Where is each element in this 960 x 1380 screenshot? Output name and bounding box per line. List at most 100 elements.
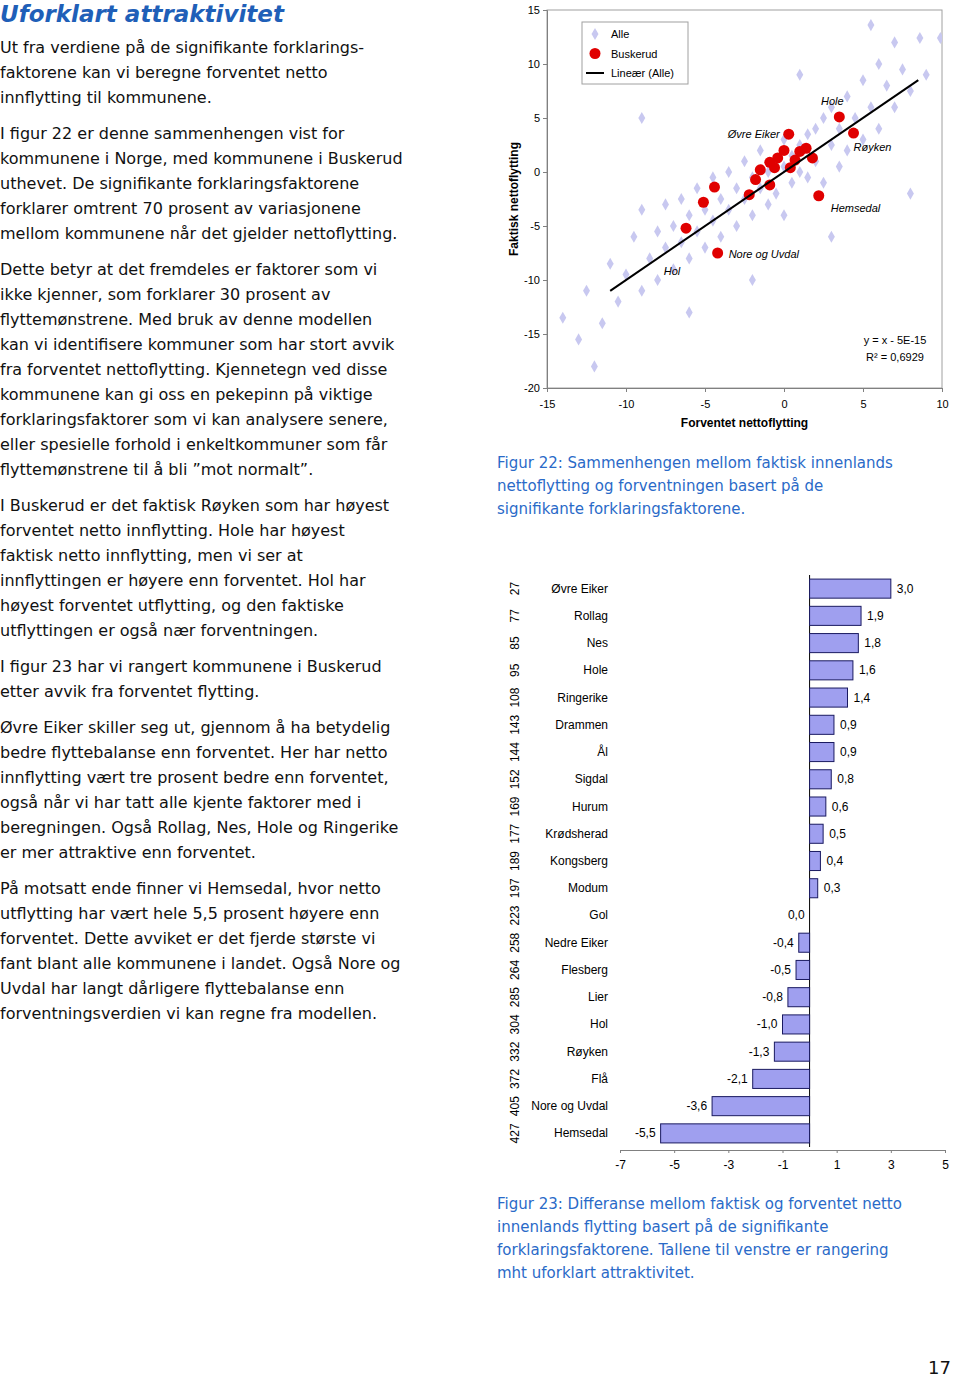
data-label: 0,0 (788, 908, 805, 922)
point (804, 128, 811, 140)
tick-mark (674, 1150, 675, 1153)
plot-marks (661, 575, 891, 1147)
tick: 5 (534, 112, 547, 124)
text-line: forventet netto innflytting. Hole har hø… (0, 518, 470, 543)
text-line: Øvre Eiker skiller seg ut, gjennom å ha … (0, 715, 470, 740)
tick-mark (837, 1150, 838, 1153)
category-label: Gol (589, 908, 608, 922)
tick: -5 (701, 388, 711, 410)
category-label: Ål (597, 744, 608, 759)
rank-label: 108 (508, 687, 522, 707)
text-line: beregningen. Også Rollag, Nes, Hole og R… (0, 815, 470, 840)
point (781, 209, 788, 221)
bar (810, 688, 848, 707)
point-label: Nore og Uvdal (729, 248, 800, 260)
category-label: Drammen (555, 718, 608, 732)
point (867, 19, 874, 31)
point (820, 177, 827, 189)
tick: 10 (936, 388, 948, 410)
point (813, 190, 824, 201)
tick-mark (543, 118, 547, 119)
data-label: -1,3 (749, 1045, 770, 1059)
rank-label: 85 (508, 636, 522, 650)
text-line: forventet. Dette avviket er det fjerde s… (0, 926, 470, 951)
point (796, 69, 803, 81)
text-line: flyttemønstrene til å bli ”mot normalt”. (0, 457, 470, 482)
point (750, 174, 761, 185)
tick-mark (626, 388, 627, 392)
tick: -15 (540, 388, 556, 410)
caption-line: nettoflytting og forventningen basert på… (497, 475, 957, 498)
point (733, 220, 740, 232)
bar (712, 1097, 810, 1116)
text-line: Ut fra verdiene på de signifikante forkl… (0, 35, 470, 60)
text-line: innflytting vært tre prosent bedre enn f… (0, 765, 470, 790)
axis-line (543, 11, 548, 389)
data-label: 3,0 (897, 582, 914, 596)
rank-label: 177 (508, 823, 522, 843)
tick: -7 (615, 1150, 626, 1172)
tick-label: 10 (528, 58, 540, 70)
point (741, 155, 748, 167)
tick-label: -1 (778, 1158, 789, 1172)
tick-label: -7 (615, 1158, 626, 1172)
rank-label: 258 (508, 932, 522, 952)
text-column: Ut fra verdiene på de signifikante forkl… (0, 35, 470, 1037)
point (717, 193, 724, 205)
point (670, 220, 677, 232)
tick-label: -3 (723, 1158, 734, 1172)
point (694, 182, 701, 194)
bar (810, 661, 853, 680)
tick: 0 (534, 166, 547, 178)
text-line: I figur 23 har vi rangert kommunene i Bu… (0, 654, 470, 679)
point (654, 225, 661, 237)
tick-mark (547, 388, 548, 392)
point (630, 231, 637, 243)
legend: AlleBuskerudLineær (Alle) (582, 22, 688, 84)
legend-box (582, 22, 688, 84)
rank-label: 169 (508, 796, 522, 816)
text-line: ikke kjenner, som forklarer 30 prosent a… (0, 282, 470, 307)
rank-label: 332 (508, 1041, 522, 1061)
bar (753, 1069, 810, 1088)
tick: 5 (860, 388, 866, 410)
text-line: I figur 22 er denne sammenhengen vist fo… (0, 121, 470, 146)
text-line: mellom kommunene når det gjelder nettofl… (0, 221, 470, 246)
point (916, 32, 923, 44)
tick-label: 3 (888, 1158, 895, 1172)
data-label: 0,8 (837, 772, 854, 786)
rank-label: 372 (508, 1069, 522, 1089)
paragraph: På motsatt ende finner vi Hemsedal, hvor… (0, 876, 470, 1026)
text-line: er mer attraktive enn forventet. (0, 840, 470, 865)
text-line: utflytting har vært hele 5,5 prosent høy… (0, 901, 470, 926)
plot-marks (559, 19, 942, 372)
tick-label: 10 (936, 398, 948, 410)
data-label: -5,5 (635, 1126, 656, 1140)
text-line: fra forventet nettoflytting. Kjennetegn … (0, 357, 470, 382)
tick: 0 (781, 388, 787, 410)
point (875, 123, 882, 135)
rank-label: 143 (508, 714, 522, 734)
caption-line: mht uforklart attraktivitet. (497, 1262, 957, 1285)
axis-line (548, 389, 943, 393)
point (638, 285, 645, 297)
point (559, 312, 566, 324)
data-label: 1,9 (867, 609, 884, 623)
category-label: Modum (568, 881, 608, 895)
bar (774, 1042, 809, 1061)
point (844, 144, 851, 156)
bar (799, 933, 810, 952)
point (796, 166, 803, 178)
point (907, 188, 914, 200)
text-line: kommunene i Norge, med kommunene i Buske… (0, 146, 470, 171)
data-label: 0,9 (840, 718, 857, 732)
category-label: Flesberg (561, 963, 608, 977)
tick-label: -5 (669, 1158, 680, 1172)
category-label: Kongsberg (550, 854, 608, 868)
tick: 3 (888, 1150, 895, 1172)
point (836, 161, 843, 173)
tick-mark (942, 388, 943, 392)
data-label: -0,5 (770, 963, 791, 977)
tick-mark (945, 1150, 946, 1153)
tick-mark (891, 1150, 892, 1153)
